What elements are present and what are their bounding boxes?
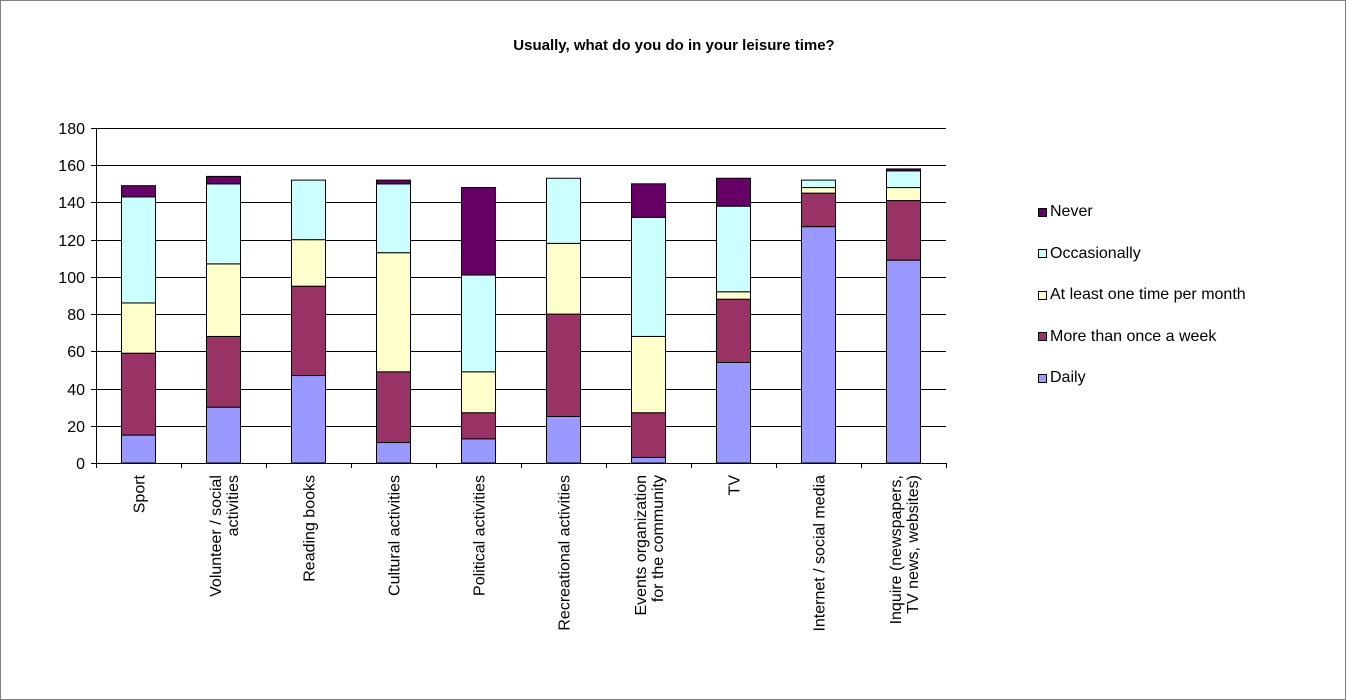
bar-segment-more-than-once-a-week: [631, 412, 666, 458]
bar-segment-more-than-once-a-week: [206, 335, 241, 408]
bar-segment-daily: [716, 362, 751, 464]
bar-segment-more-than-once-a-week: [121, 352, 156, 436]
bar-segment-at-least-one-time-per-month: [631, 335, 666, 414]
legend-label: At least one time per month: [1050, 286, 1246, 303]
legend-item: Occasionally: [1038, 244, 1246, 264]
bar-segment-more-than-once-a-week: [291, 285, 326, 377]
x-tick-label: Recreational activities: [557, 475, 574, 631]
x-tick-label: TV: [727, 475, 744, 496]
x-tick-label: Volunteer / social: [208, 475, 225, 597]
bar-segment-occasionally: [716, 205, 751, 293]
bar-segment-never: [631, 183, 666, 218]
x-tick-label: Inquire (newspapers,: [888, 475, 905, 624]
bar-segment-at-least-one-time-per-month: [716, 291, 751, 300]
bar-segment-daily: [631, 456, 666, 464]
bar-segment-daily: [206, 406, 241, 464]
x-tick-label: activities: [225, 475, 242, 536]
bar-segment-occasionally: [121, 196, 156, 304]
bar-segment-occasionally: [631, 216, 666, 337]
bar-segment-more-than-once-a-week: [461, 412, 496, 440]
bar-segment-occasionally: [291, 179, 326, 241]
bar-segment-occasionally: [886, 170, 921, 189]
legend-item: Daily: [1038, 368, 1246, 388]
x-tick-label: TV news, websites): [905, 475, 922, 614]
legend-label: More than once a week: [1050, 327, 1217, 345]
bar-segment-at-least-one-time-per-month: [801, 187, 836, 194]
y-tick-label: 40: [67, 382, 85, 399]
legend-item: More than once a week: [1038, 327, 1246, 347]
y-tick-label: 60: [67, 344, 85, 361]
bar-segment-at-least-one-time-per-month: [886, 187, 921, 202]
legend-swatch: [1038, 207, 1047, 217]
bar-segment-occasionally: [801, 179, 836, 189]
x-tick-label: Events organization: [633, 475, 650, 616]
legend-swatch: [1038, 249, 1047, 258]
y-tick-label: 120: [58, 233, 85, 250]
bar-segment-daily: [461, 438, 496, 464]
chart-legend: Never Occasionally At least one time per m…: [1038, 202, 1246, 410]
y-tick-label: 100: [58, 270, 85, 287]
plot-area: 0 20 40 60 80 100 120 140 160 180 Sport Volunteer /…: [58, 121, 947, 632]
bar-segment-more-than-once-a-week: [546, 313, 581, 417]
x-tick-label: Sport: [132, 474, 149, 513]
legend-item: Never: [1038, 202, 1246, 222]
legend-label: Never: [1050, 203, 1093, 220]
y-tick-label: 80: [67, 307, 85, 324]
legend-swatch: [1038, 332, 1047, 341]
bar-segment-never: [461, 187, 496, 276]
bar-segment-more-than-once-a-week: [716, 298, 751, 364]
bar-segment-daily: [291, 375, 326, 464]
y-tick-label: 160: [58, 158, 85, 175]
bar-segment-more-than-once-a-week: [886, 200, 921, 261]
bar-segment-never: [716, 177, 751, 207]
bar-segment-never: [206, 175, 241, 185]
bar-segment-at-least-one-time-per-month: [376, 252, 411, 373]
y-tick-label: 140: [58, 195, 85, 212]
legend-swatch: [1038, 373, 1047, 383]
x-tick-label: Cultural activities: [387, 475, 404, 596]
bar-segment-daily: [886, 259, 921, 464]
bar-segment-never: [886, 168, 921, 172]
bar-segment-at-least-one-time-per-month: [546, 242, 581, 315]
legend-item: At least one time per month: [1038, 285, 1246, 305]
bar-segment-at-least-one-time-per-month: [291, 239, 326, 287]
bar-segment-never: [121, 185, 156, 198]
bar-segment-at-least-one-time-per-month: [121, 302, 156, 354]
chart-title: Usually, what do you do in your leisure …: [513, 37, 835, 54]
x-tick-label: Reading books: [302, 475, 319, 582]
bar-segment-more-than-once-a-week: [376, 371, 411, 444]
bar-segment-daily: [121, 434, 156, 464]
bar-segment-daily: [546, 415, 581, 464]
legend-label: Occasionally: [1050, 244, 1141, 262]
bar-segment-occasionally: [546, 177, 581, 244]
bar-segment-occasionally: [206, 183, 241, 265]
bar-segment-never: [376, 179, 411, 185]
y-tick-label: 180: [58, 121, 85, 138]
legend-swatch: [1038, 290, 1047, 300]
bar-segment-at-least-one-time-per-month: [461, 371, 496, 414]
bar-segment-more-than-once-a-week: [801, 192, 836, 228]
x-tick-label: for the community: [650, 475, 667, 602]
y-tick-label: 20: [67, 419, 85, 436]
bar-segment-occasionally: [376, 183, 411, 254]
x-tick-label: Internet / social media: [812, 475, 829, 632]
legend-label: Daily: [1050, 369, 1086, 386]
bar-segment-daily: [801, 226, 836, 464]
bar-segment-occasionally: [461, 274, 496, 373]
bar-segment-daily: [376, 442, 411, 464]
y-tick-label: 0: [76, 456, 85, 473]
bar-segment-at-least-one-time-per-month: [206, 263, 241, 337]
x-tick-label: Political activities: [472, 475, 489, 596]
